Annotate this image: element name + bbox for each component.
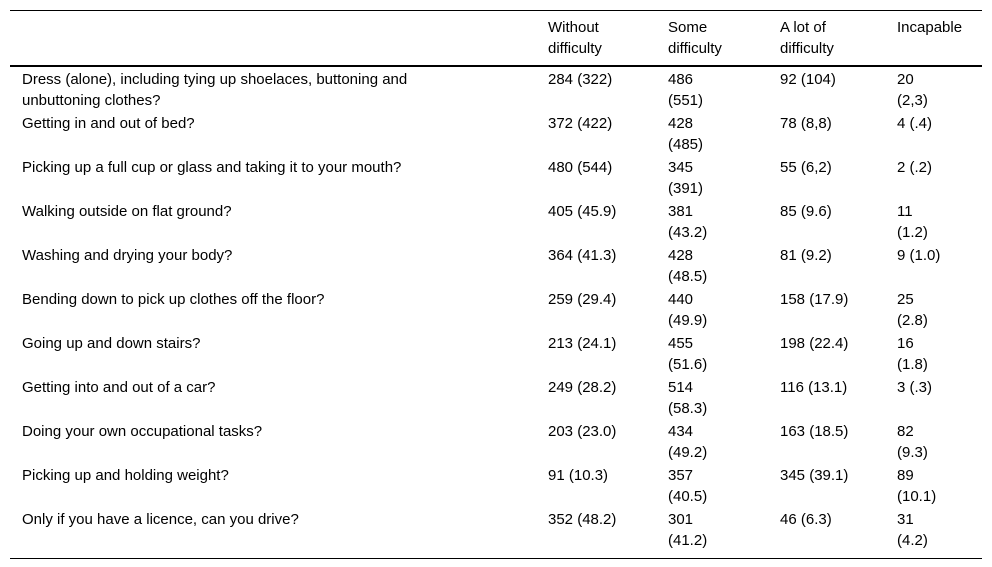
cell-value: 11 (1.2) <box>897 203 928 241</box>
cell-value: 25 (2.8) <box>897 291 928 329</box>
table-row: Dress (alone), including tying up shoela… <box>10 66 982 111</box>
cell-value: 2 (.2) <box>897 159 933 176</box>
row-label: Getting in and out of bed? <box>22 115 195 132</box>
row-label: Only if you have a licence, can you driv… <box>22 511 299 528</box>
activity-difficulty-table: Without difficulty Some difficulty A lot… <box>10 10 982 559</box>
cell-value: 89 (10.1) <box>897 467 937 505</box>
table-row: Picking up and holding weight? 91 (10.3)… <box>10 463 982 507</box>
row-label: Going up and down stairs? <box>22 335 201 352</box>
cell-value: 213 (24.1) <box>548 335 617 352</box>
cell-value: 20 (2,3) <box>897 71 928 109</box>
cell-value: 158 (17.9) <box>780 291 849 308</box>
table-row: Getting in and out of bed? 372 (422) 428… <box>10 111 982 155</box>
cell-value: 82 (9.3) <box>897 423 928 461</box>
cell-value: 91 (10.3) <box>548 467 609 484</box>
cell-value: 345 (391) <box>668 159 704 197</box>
table-row: Getting into and out of a car? 249 (28.2… <box>10 375 982 419</box>
row-label: Doing your own occupational tasks? <box>22 423 263 440</box>
column-header-without-difficulty: Without difficulty <box>548 10 668 67</box>
cell-value: 514 (58.3) <box>668 379 708 417</box>
cell-value: 284 (322) <box>548 71 613 88</box>
cell-value: 46 (6.3) <box>780 511 832 528</box>
cell-value: 85 (9.6) <box>780 203 832 220</box>
row-label: Getting into and out of a car? <box>22 379 216 396</box>
cell-value: 428 (485) <box>668 115 704 153</box>
cell-value: 55 (6,2) <box>780 159 832 176</box>
column-header-blank <box>10 10 548 67</box>
cell-value: 345 (39.1) <box>780 467 849 484</box>
column-header-a-lot-of-difficulty: A lot of difficulty <box>780 10 897 67</box>
cell-value: 31 (4.2) <box>897 511 928 549</box>
column-header-some-difficulty: Some difficulty <box>668 10 780 67</box>
cell-value: 16 (1.8) <box>897 335 928 373</box>
column-header-incapable: Incapable <box>897 10 982 67</box>
cell-value: 116 (13.1) <box>780 379 848 396</box>
table-row: Picking up a full cup or glass and takin… <box>10 155 982 199</box>
cell-value: 78 (8,8) <box>780 115 832 132</box>
cell-value: 198 (22.4) <box>780 335 849 352</box>
cell-value: 455 (51.6) <box>668 335 708 373</box>
row-label: Dress (alone), including tying up shoela… <box>22 71 408 109</box>
row-label: Bending down to pick up clothes off the … <box>22 291 325 308</box>
cell-value: 372 (422) <box>548 115 613 132</box>
cell-value: 440 (49.9) <box>668 291 708 329</box>
row-label: Washing and drying your body? <box>22 247 233 264</box>
cell-value: 249 (28.2) <box>548 379 617 396</box>
cell-value: 357 (40.5) <box>668 467 708 505</box>
cell-value: 480 (544) <box>548 159 613 176</box>
table-row: Washing and drying your body? 364 (41.3)… <box>10 243 982 287</box>
cell-value: 4 (.4) <box>897 115 933 132</box>
cell-value: 81 (9.2) <box>780 247 832 264</box>
cell-value: 428 (48.5) <box>668 247 708 285</box>
cell-value: 405 (45.9) <box>548 203 617 220</box>
cell-value: 352 (48.2) <box>548 511 617 528</box>
cell-value: 203 (23.0) <box>548 423 617 440</box>
cell-value: 163 (18.5) <box>780 423 849 440</box>
table-row: Walking outside on flat ground? 405 (45.… <box>10 199 982 243</box>
cell-value: 301 (41.2) <box>668 511 708 549</box>
cell-value: 259 (29.4) <box>548 291 617 308</box>
table-row: Going up and down stairs? 213 (24.1) 455… <box>10 331 982 375</box>
cell-value: 3 (.3) <box>897 379 933 396</box>
cell-value: 92 (104) <box>780 71 836 88</box>
row-label: Walking outside on flat ground? <box>22 203 232 220</box>
header-row: Without difficulty Some difficulty A lot… <box>10 10 982 67</box>
cell-value: 364 (41.3) <box>548 247 617 264</box>
row-label: Picking up and holding weight? <box>22 467 229 484</box>
cell-value: 381 (43.2) <box>668 203 708 241</box>
row-label: Picking up a full cup or glass and takin… <box>22 159 402 176</box>
table-row: Only if you have a licence, can you driv… <box>10 507 982 559</box>
cell-value: 486 (551) <box>668 71 704 109</box>
table-row: Bending down to pick up clothes off the … <box>10 287 982 331</box>
cell-value: 9 (1.0) <box>897 247 941 264</box>
table-row: Doing your own occupational tasks? 203 (… <box>10 419 982 463</box>
cell-value: 434 (49.2) <box>668 423 708 461</box>
